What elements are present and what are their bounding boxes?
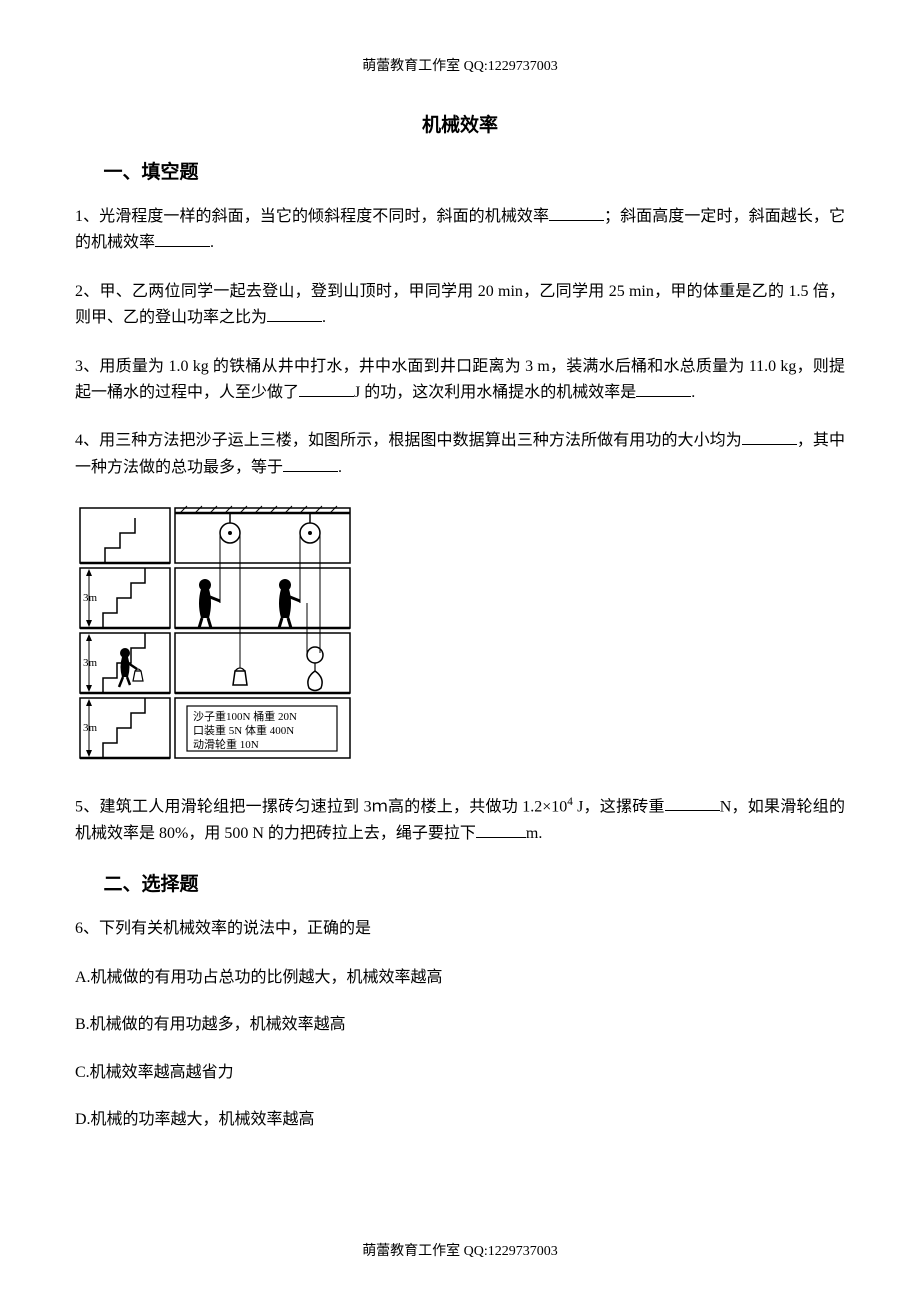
- q5-text-mid1: J，这摞砖重: [573, 798, 665, 815]
- q2-text-post: .: [322, 309, 326, 326]
- document-title: 机械效率: [75, 110, 845, 137]
- figure-data-line1: 沙子重100N 桶重 20N: [193, 709, 297, 723]
- q3-blank-1: [299, 381, 354, 397]
- option-d: D.机械的功率越大，机械效率越高: [75, 1107, 845, 1133]
- question-2: 2、甲、乙两位同学一起去登山，登到山顶时，甲同学用 20 min，乙同学用 25…: [75, 279, 845, 332]
- figure-data-line3: 动滑轮重 10N: [193, 737, 259, 751]
- q3-text-mid: J 的功，这次利用水桶提水的机械效率是: [354, 384, 636, 401]
- figure-h3: 3m: [83, 722, 98, 734]
- q5-text-pre: 5、建筑工人用滑轮组把一摞砖匀速拉到 3ｍ高的楼上，共做功 1.2×10: [75, 798, 567, 815]
- figure-data-line2: 口装重 5N 体重 400N: [193, 723, 294, 737]
- footer-text: 萌蕾教育工作室 QQ:1229737003: [362, 1244, 558, 1259]
- q5-text-post: m.: [526, 825, 542, 842]
- q1-blank-1: [549, 205, 604, 221]
- q5-blank-1: [665, 795, 720, 811]
- q2-blank-1: [267, 306, 322, 322]
- page-header: 萌蕾教育工作室 QQ:1229737003: [75, 55, 845, 75]
- q1-blank-2: [155, 231, 210, 247]
- question-5: 5、建筑工人用滑轮组把一摞砖匀速拉到 3ｍ高的楼上，共做功 1.2×104 J，…: [75, 793, 845, 847]
- header-text: 萌蕾教育工作室 QQ:1229737003: [362, 59, 558, 74]
- section-1-heading: 一、填空题: [75, 157, 845, 184]
- q4-text-post: .: [338, 459, 342, 476]
- q2-text-pre: 2、甲、乙两位同学一起去登山，登到山顶时，甲同学用 20 min，乙同学用 25…: [75, 283, 845, 326]
- q3-text-post: .: [691, 384, 695, 401]
- q4-blank-1: [742, 429, 797, 445]
- q4-blank-2: [283, 456, 338, 472]
- section-2-heading: 二、选择题: [75, 869, 845, 896]
- question-4: 4、用三种方法把沙子运上三楼，如图所示，根据图中数据算出三种方法所做有用功的大小…: [75, 428, 845, 481]
- q5-blank-2: [476, 822, 526, 838]
- page-footer: 萌蕾教育工作室 QQ:1229737003: [0, 1240, 920, 1260]
- q1-text-post: .: [210, 234, 214, 251]
- option-b: B.机械做的有用功越多，机械效率越高: [75, 1012, 845, 1038]
- question-1: 1、光滑程度一样的斜面，当它的倾斜程度不同时，斜面的机械效率；斜面高度一定时，斜…: [75, 204, 845, 257]
- q4-text-pre: 4、用三种方法把沙子运上三楼，如图所示，根据图中数据算出三种方法所做有用功的大小…: [75, 432, 742, 449]
- question-3: 3、用质量为 1.0 kg 的铁桶从井中打水，井中水面到井口距离为 3 m，装满…: [75, 354, 845, 407]
- option-a: A.机械做的有用功占总功的比例越大，机械效率越高: [75, 965, 845, 991]
- q3-blank-2: [636, 381, 691, 397]
- figure-h1: 3m: [83, 592, 98, 604]
- figure-h2: 3m: [83, 657, 98, 669]
- q1-text-pre: 1、光滑程度一样的斜面，当它的倾斜程度不同时，斜面的机械效率: [75, 208, 549, 225]
- option-c: C.机械效率越高越省力: [75, 1060, 845, 1086]
- question-6: 6、下列有关机械效率的说法中，正确的是: [75, 916, 845, 942]
- question-4-figure: 3m: [75, 503, 845, 763]
